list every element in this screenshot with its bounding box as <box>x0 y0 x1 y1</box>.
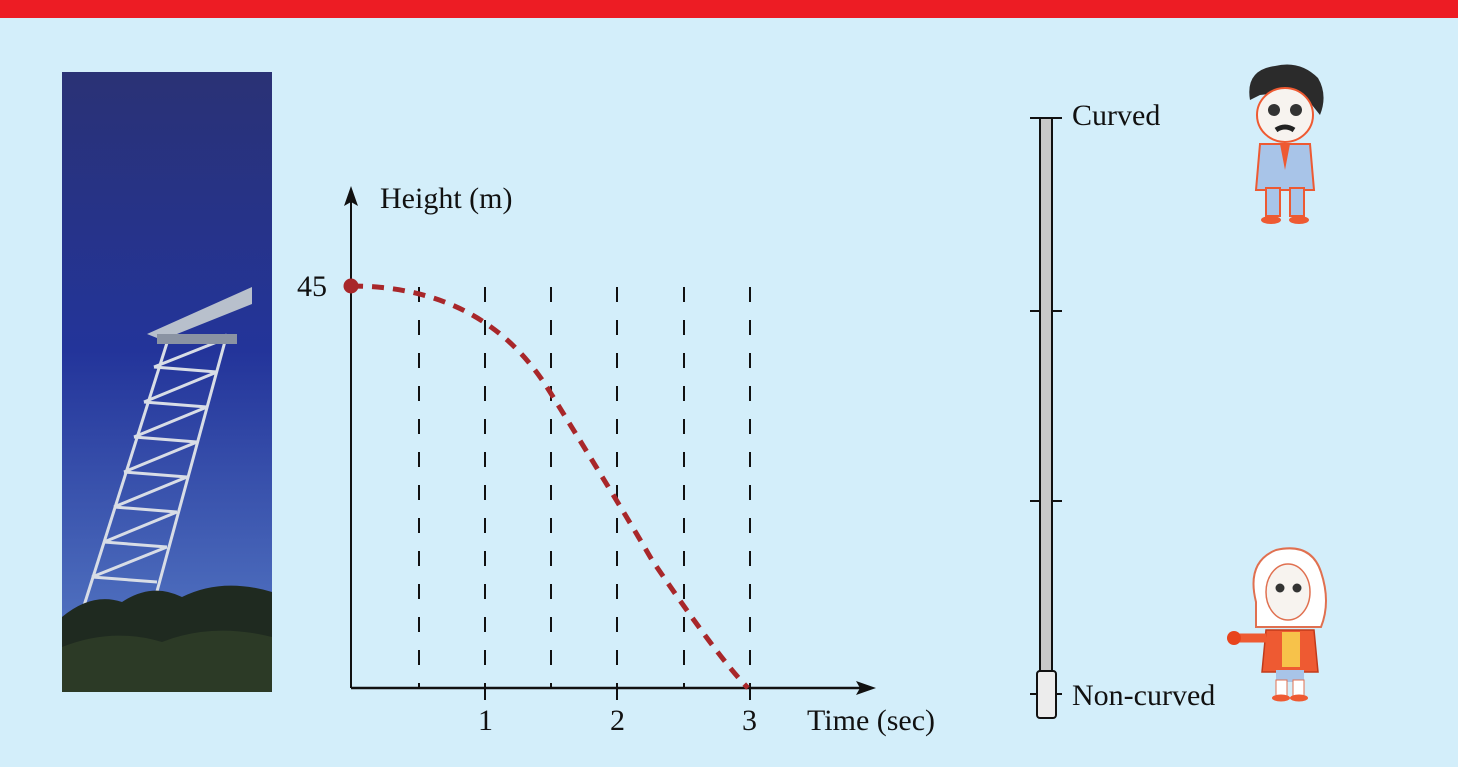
x-tick-2: 2 <box>610 704 625 737</box>
curved-slider[interactable] <box>1020 100 1080 730</box>
x-axis-label: Time (sec) <box>807 704 936 737</box>
x-tick-3: 3 <box>742 704 757 737</box>
slider-label-non-curved: Non-curved <box>1072 679 1216 712</box>
trajectory-curve <box>350 283 750 690</box>
character-wig-apple-icon <box>1227 547 1327 702</box>
leaning-tower-photo <box>62 72 272 692</box>
y-axis-arrow <box>344 186 358 206</box>
slider-label-curved: Curved <box>1072 99 1161 132</box>
x-axis-arrow <box>856 681 876 695</box>
start-point <box>343 278 359 294</box>
top-bar <box>0 0 1458 18</box>
y-axis-label: Height (m) <box>380 182 513 215</box>
slider-thumb <box>1036 670 1057 719</box>
height-time-chart <box>343 186 876 700</box>
y-tick-45: 45 <box>297 270 327 303</box>
x-tick-1: 1 <box>478 704 493 737</box>
character-mustache-icon <box>1249 64 1324 224</box>
slider-track <box>1039 117 1053 679</box>
